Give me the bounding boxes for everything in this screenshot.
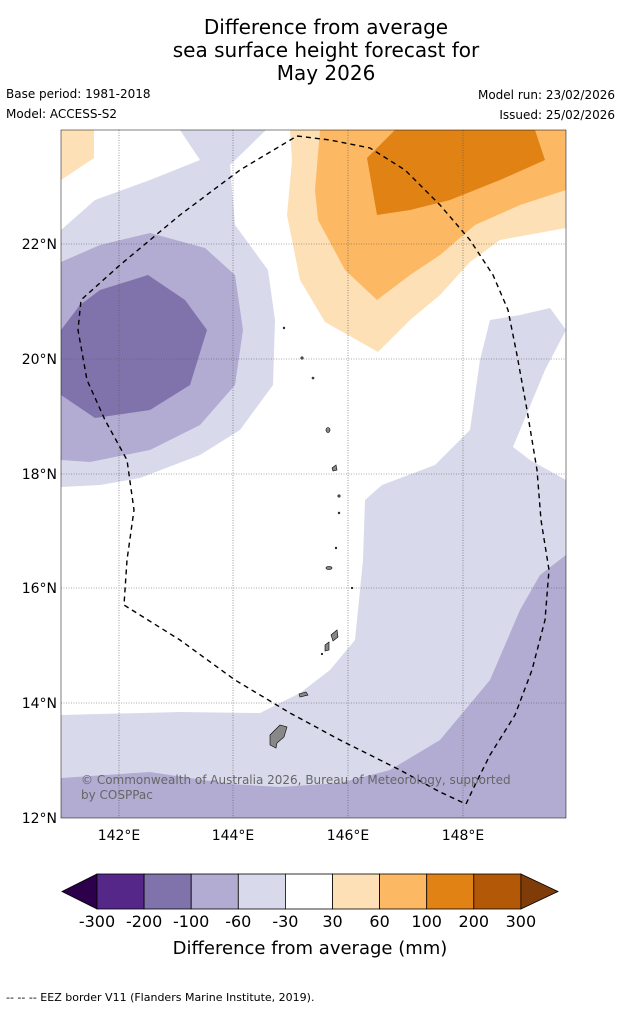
colorbar-tick-label: 100 bbox=[411, 912, 442, 931]
issued-label: Issued: 25/02/2026 bbox=[499, 108, 615, 122]
contour-pos-100 bbox=[367, 130, 545, 215]
colorbar-tick-label: -30 bbox=[272, 912, 298, 931]
model-run-label: Model run: 23/02/2026 bbox=[477, 88, 615, 102]
title-line-2: sea surface height forecast for bbox=[172, 38, 480, 62]
colorbar-tick-label: -300 bbox=[79, 912, 115, 931]
colorbar-segment bbox=[284, 873, 333, 910]
colorbar-extend-high bbox=[520, 873, 559, 910]
lon-tick: 148°E bbox=[442, 828, 485, 844]
colorbar-extend-low bbox=[61, 873, 98, 910]
copyright-line-2: by COSPPac bbox=[81, 788, 153, 802]
title-line-1: Difference from average bbox=[203, 15, 449, 39]
map-frame bbox=[60, 129, 567, 819]
colorbar-segment bbox=[426, 873, 475, 910]
colorbar-title: Difference from average (mm) bbox=[173, 938, 448, 959]
base-period-label: Base period: 1981-2018 bbox=[6, 87, 151, 101]
colorbar-labels: -300 -200 -100 -60 -30 30 60 100 200 300 bbox=[79, 912, 536, 931]
colorbar-tick-label: 60 bbox=[369, 912, 389, 931]
colorbar-tick-label: 30 bbox=[322, 912, 342, 931]
colorbar-segment bbox=[96, 873, 145, 910]
eez-legend-note: -- -- -- EEZ border V11 (Flanders Marine… bbox=[6, 991, 315, 1004]
colorbar-segment bbox=[143, 873, 192, 910]
colorbar-segment bbox=[379, 873, 428, 910]
lon-tick: 146°E bbox=[327, 828, 370, 844]
eez-border bbox=[77, 135, 550, 805]
lat-tick: 14°N bbox=[22, 696, 57, 712]
lon-axis: 142°E 144°E 146°E 148°E bbox=[98, 828, 485, 844]
lat-tick: 16°N bbox=[22, 581, 57, 597]
lon-tick: 144°E bbox=[212, 828, 255, 844]
colorbar-segment bbox=[332, 873, 380, 910]
model-label: Model: ACCESS-S2 bbox=[6, 107, 118, 121]
colorbar-segment bbox=[237, 873, 286, 910]
copyright-line-1: © Commonwealth of Australia 2026, Bureau… bbox=[81, 773, 511, 787]
lat-axis: 22°N 20°N 18°N 16°N 14°N 12°N bbox=[22, 237, 57, 827]
lat-tick: 20°N bbox=[22, 352, 57, 368]
lat-tick: 22°N bbox=[22, 237, 57, 253]
lat-tick: 18°N bbox=[22, 467, 57, 483]
colorbar-tick-label: 200 bbox=[459, 912, 490, 931]
colorbar-tick-label: -100 bbox=[173, 912, 209, 931]
colorbar-tick-label: -200 bbox=[126, 912, 162, 931]
colorbar-tick-label: -60 bbox=[225, 912, 251, 931]
lat-tick: 12°N bbox=[22, 811, 57, 827]
colorbar-segment bbox=[473, 873, 522, 910]
title-line-3: May 2026 bbox=[276, 61, 376, 85]
colorbar bbox=[61, 873, 559, 910]
lon-tick: 142°E bbox=[98, 828, 141, 844]
contour-neg-100 bbox=[61, 275, 207, 418]
map-area: © Commonwealth of Australia 2026, Bureau… bbox=[61, 130, 566, 818]
chart-title: Difference from average sea surface heig… bbox=[0, 16, 621, 85]
colorbar-segment bbox=[190, 873, 239, 910]
islands bbox=[269, 326, 354, 749]
grid-lines bbox=[61, 130, 566, 818]
colorbar-tick-label: 300 bbox=[506, 912, 537, 931]
